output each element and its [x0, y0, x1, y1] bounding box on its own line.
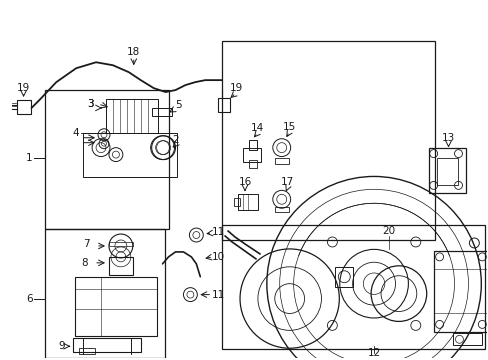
Text: 19: 19 [229, 83, 242, 93]
Bar [222, 41, 434, 240]
Text: 11: 11 [211, 227, 224, 237]
Text: 3: 3 [86, 99, 93, 109]
Text: 10: 10 [211, 252, 224, 262]
Text: 11: 11 [211, 289, 224, 300]
Text: 2: 2 [172, 135, 179, 145]
Bar [151, 108, 171, 116]
Text: 7: 7 [82, 239, 89, 249]
Text: 18: 18 [127, 47, 140, 57]
Text: 1: 1 [26, 153, 33, 163]
Bar [436, 158, 458, 185]
Bar [17, 100, 30, 114]
Text: 8: 8 [81, 258, 87, 268]
Text: 12: 12 [366, 348, 380, 358]
Bar [451, 333, 481, 345]
Bar [73, 338, 141, 352]
Text: 4: 4 [73, 128, 80, 138]
Bar [218, 98, 230, 112]
Bar [433, 251, 488, 332]
Bar [106, 99, 157, 133]
Bar [248, 159, 256, 167]
Text: 20: 20 [382, 226, 395, 236]
Text: 9: 9 [58, 341, 64, 351]
Text: 14: 14 [251, 123, 264, 133]
Bar [109, 242, 133, 246]
Bar [79, 348, 95, 354]
Bar [45, 229, 164, 358]
Bar [428, 148, 466, 193]
Text: 15: 15 [283, 122, 296, 132]
Text: 3: 3 [86, 99, 93, 109]
Text: 16: 16 [238, 177, 251, 188]
Bar [45, 90, 168, 229]
Bar [222, 225, 484, 349]
Bar [234, 198, 240, 206]
Text: 19: 19 [17, 83, 30, 93]
Bar [248, 140, 256, 150]
Text: 17: 17 [281, 177, 294, 188]
Text: 6: 6 [26, 293, 33, 303]
Bar [274, 207, 288, 212]
Bar [274, 158, 288, 163]
Text: 5: 5 [175, 100, 182, 110]
Bar [335, 267, 352, 287]
Bar [243, 148, 261, 162]
Bar [238, 194, 257, 210]
Bar [83, 133, 177, 177]
Text: 13: 13 [441, 133, 454, 143]
Bar [109, 257, 133, 275]
Bar [75, 277, 156, 336]
